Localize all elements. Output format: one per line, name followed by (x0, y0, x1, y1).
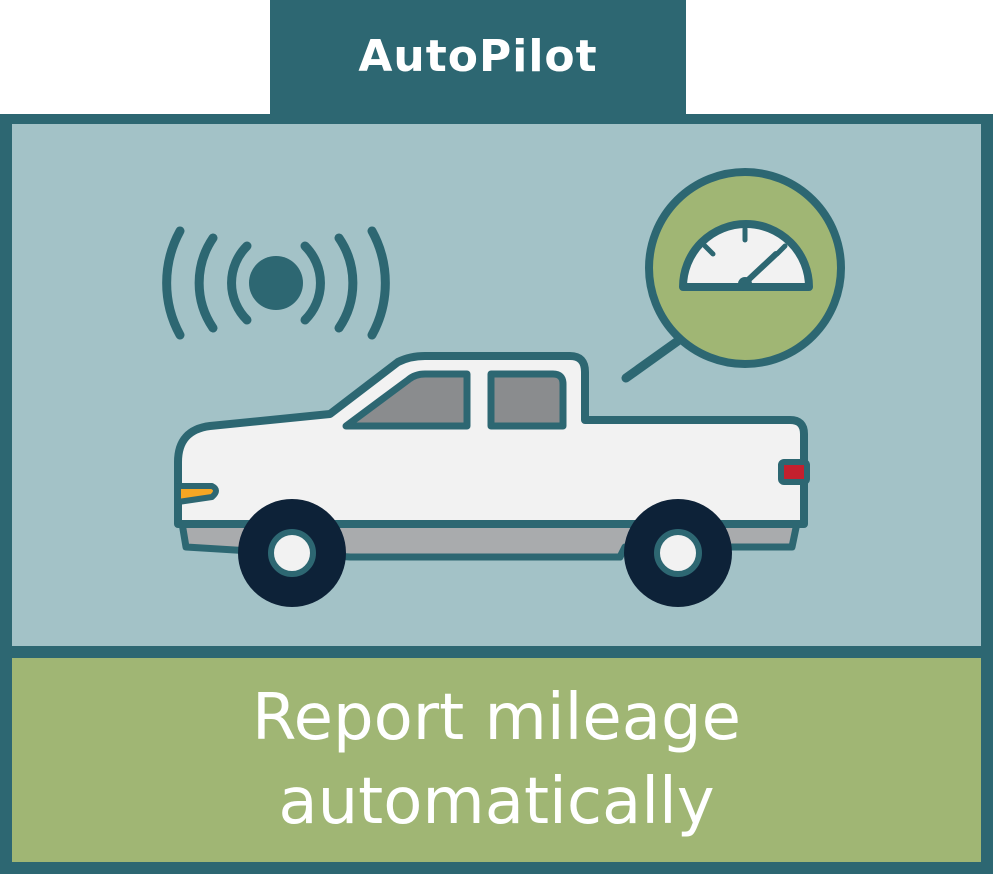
pickup-truck-icon (174, 352, 810, 607)
header-tab: AutoPilot (270, 0, 686, 118)
wireless-signal-icon (162, 226, 390, 340)
caption-panel: Report mileage automatically (12, 658, 981, 862)
page-title: AutoPilot (358, 30, 598, 82)
speedometer-icon (621, 168, 845, 383)
caption-line-2: automatically (278, 765, 715, 839)
caption-line-1: Report mileage (252, 681, 741, 755)
